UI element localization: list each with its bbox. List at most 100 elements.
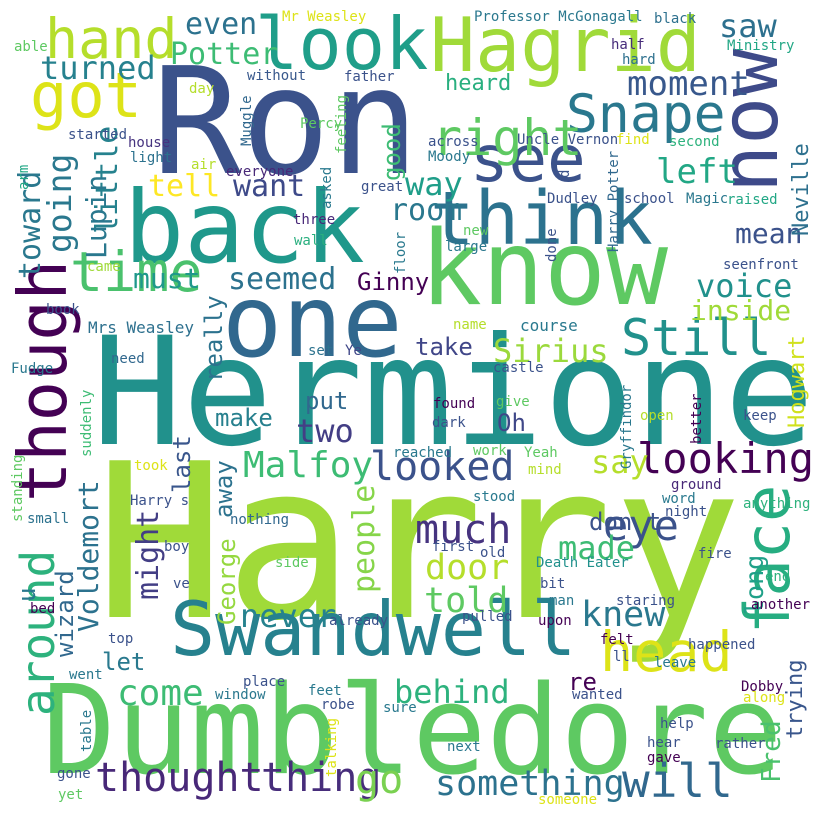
cloud-word: turned <box>40 52 156 84</box>
cloud-word: first <box>432 540 474 554</box>
cloud-word: Voldemort <box>75 480 103 632</box>
cloud-word: bit <box>540 577 565 591</box>
cloud-word: feet <box>308 684 342 698</box>
cloud-word: must <box>133 265 200 293</box>
cloud-word: Muggle <box>240 95 254 146</box>
cloud-word: leave <box>654 656 696 670</box>
cloud-word: never <box>240 600 336 632</box>
cloud-word: Potter <box>170 40 278 70</box>
cloud-word: take <box>415 335 473 359</box>
cloud-word: don t <box>589 510 661 534</box>
cloud-word: happened <box>688 638 755 652</box>
cloud-word: Ye <box>345 344 362 358</box>
cloud-word: half <box>611 38 645 52</box>
cloud-word: two <box>296 415 354 447</box>
cloud-word: three <box>293 213 335 227</box>
cloud-word: ground <box>671 478 722 492</box>
cloud-word: along <box>743 691 785 705</box>
cloud-word: boy <box>164 540 189 554</box>
cloud-word: night <box>665 505 707 519</box>
cloud-word: Lupin <box>83 175 111 259</box>
cloud-word: way <box>405 168 463 200</box>
cloud-word: bed <box>30 602 55 616</box>
cloud-word: raised <box>727 193 778 207</box>
cloud-word: Uncle Vernon <box>517 133 618 147</box>
cloud-word: rather <box>715 737 766 751</box>
cloud-word: dark <box>432 416 466 430</box>
cloud-word: black <box>654 12 696 26</box>
cloud-word: gave <box>647 751 681 765</box>
cloud-word: Ministry <box>727 39 794 53</box>
cloud-word: heard <box>445 73 511 95</box>
cloud-word: standing <box>11 455 25 522</box>
cloud-word: window <box>215 688 266 702</box>
cloud-word: side <box>275 556 309 570</box>
cloud-word: tell <box>148 172 220 202</box>
cloud-word: Professor McGonagall <box>474 10 643 24</box>
cloud-word: ll <box>613 650 630 664</box>
cloud-word: pulled <box>462 610 513 624</box>
cloud-word: another <box>751 598 810 612</box>
cloud-word: end <box>765 570 790 584</box>
cloud-word: open <box>640 409 674 423</box>
cloud-word: away <box>212 460 236 518</box>
cloud-word: castle <box>493 361 544 375</box>
cloud-word: book <box>46 303 80 317</box>
cloud-word: put <box>305 389 348 413</box>
cloud-word: work <box>473 444 507 458</box>
cloud-word: wanted <box>572 688 623 702</box>
cloud-word: last <box>170 435 194 493</box>
cloud-word: mind <box>528 463 562 477</box>
cloud-word: staring <box>616 594 675 608</box>
cloud-word: inside <box>690 297 791 325</box>
cloud-word: wall <box>294 234 328 248</box>
cloud-word: old <box>480 546 505 560</box>
cloud-word: d <box>558 170 572 178</box>
cloud-word: nothing <box>230 513 289 527</box>
cloud-word: took <box>134 459 168 473</box>
cloud-word: next <box>447 740 481 754</box>
cloud-word: done <box>545 228 559 262</box>
cloud-word: set <box>308 344 333 358</box>
cloud-word: Dudley <box>547 192 598 206</box>
cloud-word: day <box>189 82 214 96</box>
cloud-word: might <box>134 510 164 600</box>
cloud-word: air <box>191 158 216 172</box>
cloud-word: able <box>14 40 48 54</box>
cloud-word: good <box>380 123 404 181</box>
cloud-word: upon <box>538 614 572 628</box>
cloud-word: anything <box>743 497 810 511</box>
cloud-word: someone <box>538 793 597 807</box>
cloud-word: suddenly <box>80 390 94 457</box>
cloud-word: Mrs Weasley <box>88 320 194 336</box>
cloud-word: great <box>361 180 403 194</box>
cloud-word: house <box>128 136 170 150</box>
cloud-word: need <box>111 352 145 366</box>
cloud-word: came <box>87 260 121 274</box>
cloud-word: arm <box>17 165 31 190</box>
cloud-word: top <box>108 632 133 646</box>
cloud-word: second <box>669 135 720 149</box>
cloud-word: went <box>69 668 103 682</box>
cloud-word: large <box>445 240 487 254</box>
cloud-word: Gryffindor <box>620 385 634 469</box>
cloud-word: talking <box>325 718 339 777</box>
cloud-word: go <box>355 760 403 800</box>
cloud-word: Hogwart <box>787 335 809 428</box>
cloud-word: floor <box>394 232 408 274</box>
cloud-word: even <box>185 10 257 40</box>
cloud-word: Yeah <box>524 446 558 460</box>
cloud-word: felt <box>600 633 634 647</box>
cloud-word: Harry s <box>130 494 189 508</box>
cloud-word: found <box>433 397 475 411</box>
cloud-word: George <box>215 538 239 625</box>
cloud-word: sure <box>383 701 417 715</box>
cloud-word: new <box>463 224 488 238</box>
cloud-word: Mr Weasley <box>282 10 366 24</box>
cloud-word: Neville <box>791 143 813 236</box>
cloud-word: course <box>520 318 578 334</box>
cloud-word: find <box>616 133 650 147</box>
cloud-word: Magic <box>686 192 728 206</box>
cloud-word: seemed <box>228 265 336 295</box>
